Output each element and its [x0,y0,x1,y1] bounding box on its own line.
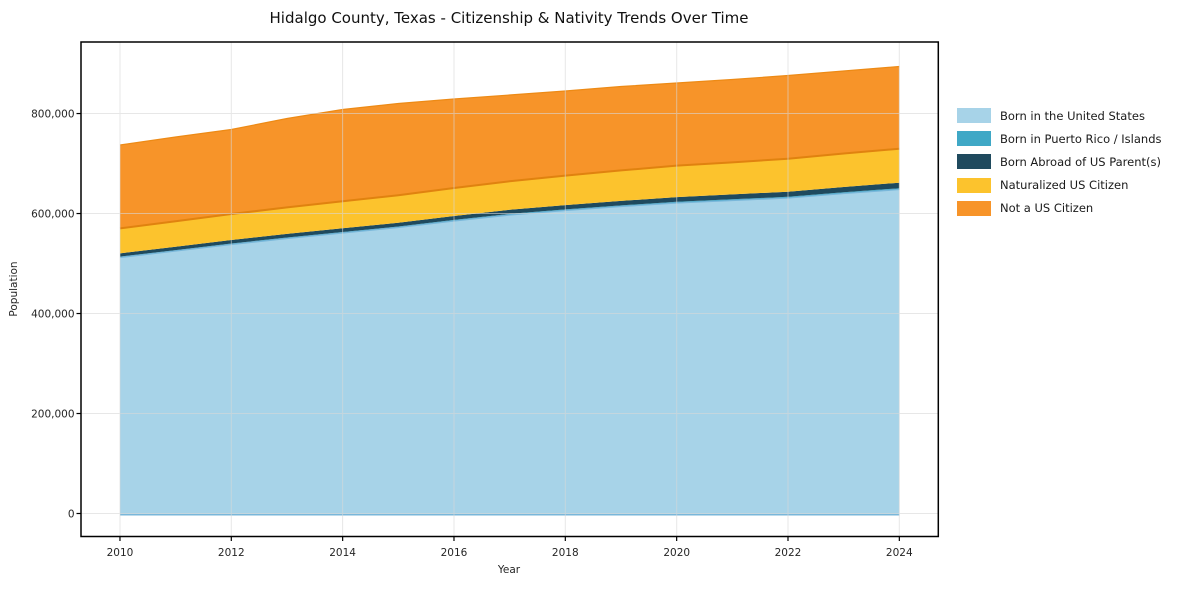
plot-border [80,41,940,538]
legend-swatch-not-citizen [957,200,991,216]
legend-item-born-pr-islands: Born in Puerto Rico / Islands [957,127,1162,150]
x-axis-title: Year [497,564,521,576]
area-edge-0 [119,188,900,259]
legend-label-born-pr-islands: Born in Puerto Rico / Islands [1000,131,1162,146]
legend-swatch-born-pr-islands [957,131,991,147]
y-tick-label: 800,000 [31,108,74,120]
tick-labels: 2010 2012 2014 2016 2018 2020 2022 2024 0 200,000… [31,108,913,559]
x-tick-label: 2024 [886,547,913,559]
x-tick-label: 2018 [552,547,579,559]
axis-ticks [76,112,900,541]
legend: Born in the United States Born in Puerto… [957,104,1162,220]
area-edge-4 [119,65,900,146]
area-series-0 [120,189,900,516]
gridlines [81,42,939,537]
y-tick-label: 600,000 [31,208,74,220]
y-axis-title: Population [8,261,20,317]
x-tick-label: 2022 [775,547,802,559]
legend-label-born-us: Born in the United States [1000,108,1145,123]
x-tick-label: 2020 [663,547,690,559]
y-tick-label: 0 [68,508,75,520]
x-tick-label: 2016 [441,547,468,559]
x-tick-label: 2012 [218,547,245,559]
legend-label-not-citizen: Not a US Citizen [1000,201,1094,216]
legend-item-not-citizen: Not a US Citizen [957,197,1162,220]
y-tick-label: 200,000 [31,408,74,420]
y-tick-label: 400,000 [31,308,74,320]
legend-swatch-born-us [957,108,991,124]
chart-title: Hidalgo County, Texas - Citizenship & Na… [269,9,749,27]
legend-label-naturalized: Naturalized US Citizen [1000,178,1129,193]
stacked-areas [120,66,900,516]
x-tick-label: 2014 [329,547,356,559]
legend-item-born-us: Born in the United States [957,104,1162,127]
legend-item-born-abroad: Born Abroad of US Parent(s) [957,150,1162,173]
legend-item-naturalized: Naturalized US Citizen [957,174,1162,197]
x-tick-label: 2010 [107,547,134,559]
area-edges [119,65,900,516]
legend-swatch-naturalized [957,177,991,193]
area-series-3 [120,148,900,254]
area-series-2 [120,182,900,257]
area-series-4 [120,66,900,229]
legend-label-born-abroad: Born Abroad of US Parent(s) [1000,154,1161,169]
legend-swatch-born-abroad [957,154,991,170]
area-edge-3 [119,147,900,230]
